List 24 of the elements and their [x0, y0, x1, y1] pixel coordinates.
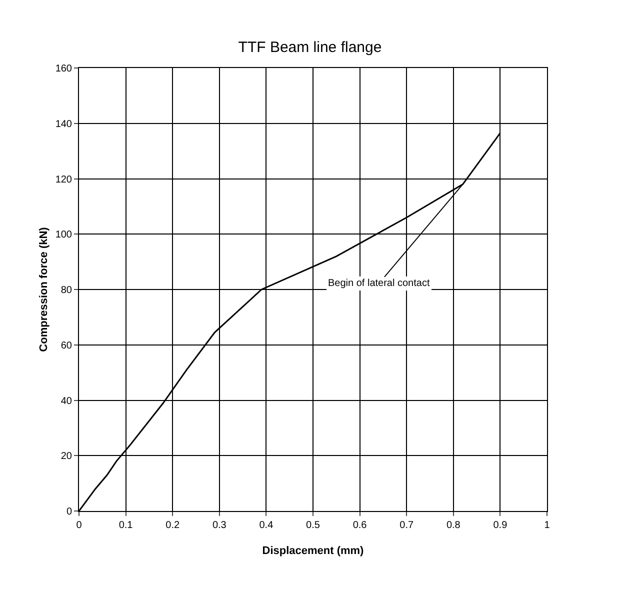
y-tick-label: 120 [55, 174, 72, 186]
y-tick-label: 20 [60, 451, 72, 462]
x-tick-label: 0.1 [118, 520, 134, 531]
x-tick-label: 0.3 [212, 520, 227, 531]
annotation: Begin of lateral contact [328, 278, 430, 289]
y-tick-label: 80 [60, 285, 72, 296]
chart-title: TTF Beam line flange [238, 39, 382, 56]
y-tick-label: 160 [55, 64, 72, 74]
x-tick-label: 0.7 [400, 520, 414, 531]
y-tick-label: 60 [60, 340, 72, 352]
y-tick-label: 140 [55, 118, 72, 130]
x-tick-label: 0 [76, 520, 82, 531]
x-tick-label: 0.5 [306, 520, 320, 531]
y-tick-label: 40 [60, 396, 72, 407]
x-tick-label: 0.8 [446, 520, 461, 531]
y-tick-label: 0 [66, 506, 72, 518]
x-tick-label: 0.4 [259, 520, 274, 531]
x-tick-label: 0.6 [352, 520, 368, 531]
x-axis-title: Displacement (mm) [262, 545, 364, 557]
x-tick-label: 0.2 [166, 520, 180, 531]
x-tick-label: 0.9 [493, 520, 508, 531]
y-axis-title: Compression force (kN) [38, 226, 50, 352]
x-tick-label: 1 [544, 520, 550, 531]
y-tick-label: 100 [55, 230, 72, 241]
